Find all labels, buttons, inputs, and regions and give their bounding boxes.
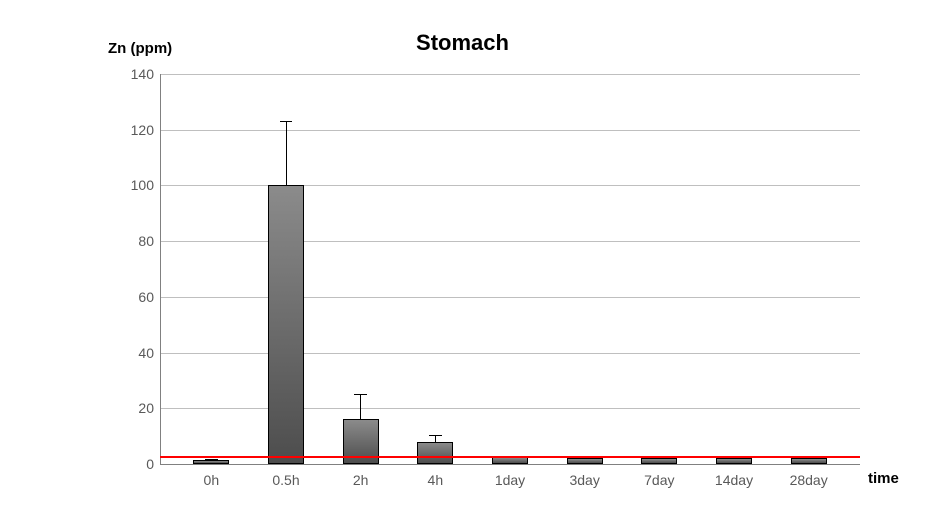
- bar: [193, 460, 229, 464]
- x-axis-label: time: [868, 470, 899, 487]
- y-axis-label: Zn (ppm): [108, 40, 172, 57]
- error-bar-cap: [653, 458, 666, 459]
- bar: [492, 457, 528, 464]
- x-tick-label: 14day: [715, 472, 753, 488]
- grid-line: [160, 297, 860, 298]
- error-bar-cap: [280, 121, 293, 122]
- grid-line: [160, 74, 860, 75]
- x-tick-label: 7day: [644, 472, 674, 488]
- error-bar-line: [435, 435, 436, 442]
- y-tick-label: 120: [131, 122, 154, 138]
- x-tick-label: 28day: [790, 472, 828, 488]
- error-bar-cap: [354, 394, 367, 395]
- x-tick-label: 1day: [495, 472, 525, 488]
- error-bar-line: [360, 394, 361, 419]
- error-bar-line: [286, 121, 287, 185]
- bar: [791, 458, 827, 464]
- y-axis-line: [160, 74, 161, 464]
- error-bar-cap: [205, 459, 218, 460]
- x-tick-label: 4h: [428, 472, 444, 488]
- grid-line: [160, 408, 860, 409]
- y-tick-label: 0: [146, 456, 154, 472]
- grid-line: [160, 353, 860, 354]
- error-bar-cap: [578, 458, 591, 459]
- x-tick-label: 0h: [204, 472, 220, 488]
- bar: [567, 458, 603, 464]
- grid-line: [160, 130, 860, 131]
- y-tick-label: 100: [131, 177, 154, 193]
- y-tick-label: 140: [131, 66, 154, 82]
- bar: [641, 458, 677, 464]
- grid-line: [160, 464, 860, 465]
- bar: [716, 458, 752, 464]
- grid-line: [160, 241, 860, 242]
- y-tick-label: 20: [138, 400, 154, 416]
- error-bar-cap: [802, 458, 815, 459]
- y-tick-label: 80: [138, 233, 154, 249]
- bar: [417, 442, 453, 464]
- error-bar-cap: [429, 435, 442, 436]
- grid-line: [160, 185, 860, 186]
- y-tick-label: 60: [138, 289, 154, 305]
- plot-area: 0204060801001201400h0.5h2h4h1day3day7day…: [160, 74, 860, 464]
- x-tick-label: 0.5h: [272, 472, 299, 488]
- x-tick-label: 2h: [353, 472, 369, 488]
- bar: [268, 185, 304, 464]
- y-tick-label: 40: [138, 345, 154, 361]
- reference-line: [160, 456, 860, 458]
- chart-container: Stomach Zn (ppm) 0204060801001201400h0.5…: [0, 0, 925, 526]
- x-tick-label: 3day: [569, 472, 599, 488]
